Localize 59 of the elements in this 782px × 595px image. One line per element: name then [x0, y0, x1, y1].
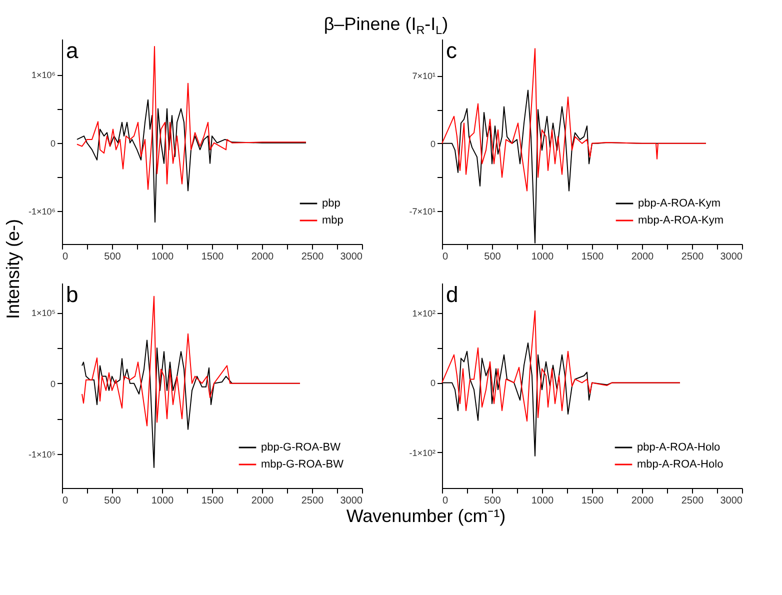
annotation: c: [446, 38, 457, 63]
y-tick-label: 1×10⁶: [32, 70, 56, 80]
y-axis-title: Intensity (e-): [3, 218, 23, 320]
x-tick-label: 500: [484, 252, 502, 262]
y-tick-label: 0: [430, 378, 436, 388]
legend-label: pbp-A-ROA-Kym: [638, 198, 721, 210]
x-tick-label: 1500: [201, 252, 224, 262]
x-tick-label: 1000: [151, 252, 174, 262]
x-tick-label: 2500: [301, 252, 324, 262]
x-tick-label: 1000: [151, 496, 174, 506]
legend-label: mbp-A-ROA-Kym: [638, 214, 724, 226]
x-tick-label: 2000: [251, 252, 274, 262]
x-tick-label: 1000: [531, 496, 554, 506]
legend-label: mbp-A-ROA-Holo: [637, 458, 724, 470]
x-tick-label: 500: [484, 496, 502, 506]
x-tick-label: 500: [104, 496, 122, 506]
y-tick-label: 0: [50, 378, 56, 389]
x-tick-label: 2500: [301, 496, 324, 506]
x-tick-label: 2500: [681, 496, 704, 506]
x-tick-label: 3000: [340, 252, 363, 262]
y-tick-label: 1×10²: [412, 308, 436, 318]
x-axis-title: Wavenumber (cm⁻¹): [346, 506, 506, 526]
x-tick-label: 0: [442, 252, 448, 262]
x-tick-label: 3000: [340, 496, 363, 506]
y-tick-label: -1×10⁵: [28, 450, 56, 460]
x-tick-label: 2000: [251, 496, 274, 506]
line-series: [82, 296, 300, 426]
y-tick-label: 0: [50, 138, 56, 148]
x-tick-label: 0: [62, 496, 68, 506]
x-tick-label: 500: [104, 252, 122, 262]
legend-label: mbp-G-ROA-BW: [261, 458, 344, 470]
line-series: [442, 48, 706, 192]
y-tick-label: -1×10⁶: [28, 206, 56, 217]
y-tick-label: 0: [430, 138, 436, 149]
annotation: a: [66, 38, 79, 63]
y-tick-label: 7×10¹: [412, 71, 436, 82]
y-tick-label: 1×10⁵: [31, 308, 56, 318]
y-tick-label: -7×10¹: [409, 206, 436, 217]
legend-label: pbp-G-ROA-BW: [261, 442, 342, 454]
x-tick-label: 1000: [531, 252, 554, 262]
line-series: [76, 46, 306, 190]
line-series: [442, 310, 680, 422]
annotation: d: [446, 282, 458, 307]
x-tick-label: 3000: [720, 496, 743, 506]
x-tick-label: 2500: [681, 252, 704, 262]
x-tick-label: 3000: [720, 252, 743, 262]
x-tick-label: 0: [62, 252, 68, 262]
legend-label: pbp: [322, 198, 340, 210]
x-tick-label: 0: [442, 496, 448, 506]
y-tick-label: -1×10²: [409, 448, 436, 458]
x-tick-label: 2000: [631, 496, 654, 506]
x-tick-label: 1500: [201, 496, 224, 506]
legend-label: mbp: [322, 214, 344, 226]
x-tick-label: 1500: [581, 252, 604, 262]
x-tick-label: 2000: [631, 252, 654, 262]
annotation: b: [66, 282, 78, 307]
line-series: [76, 99, 306, 223]
x-tick-label: 1500: [581, 496, 604, 506]
legend-label: pbp-A-ROA-Holo: [637, 442, 720, 454]
